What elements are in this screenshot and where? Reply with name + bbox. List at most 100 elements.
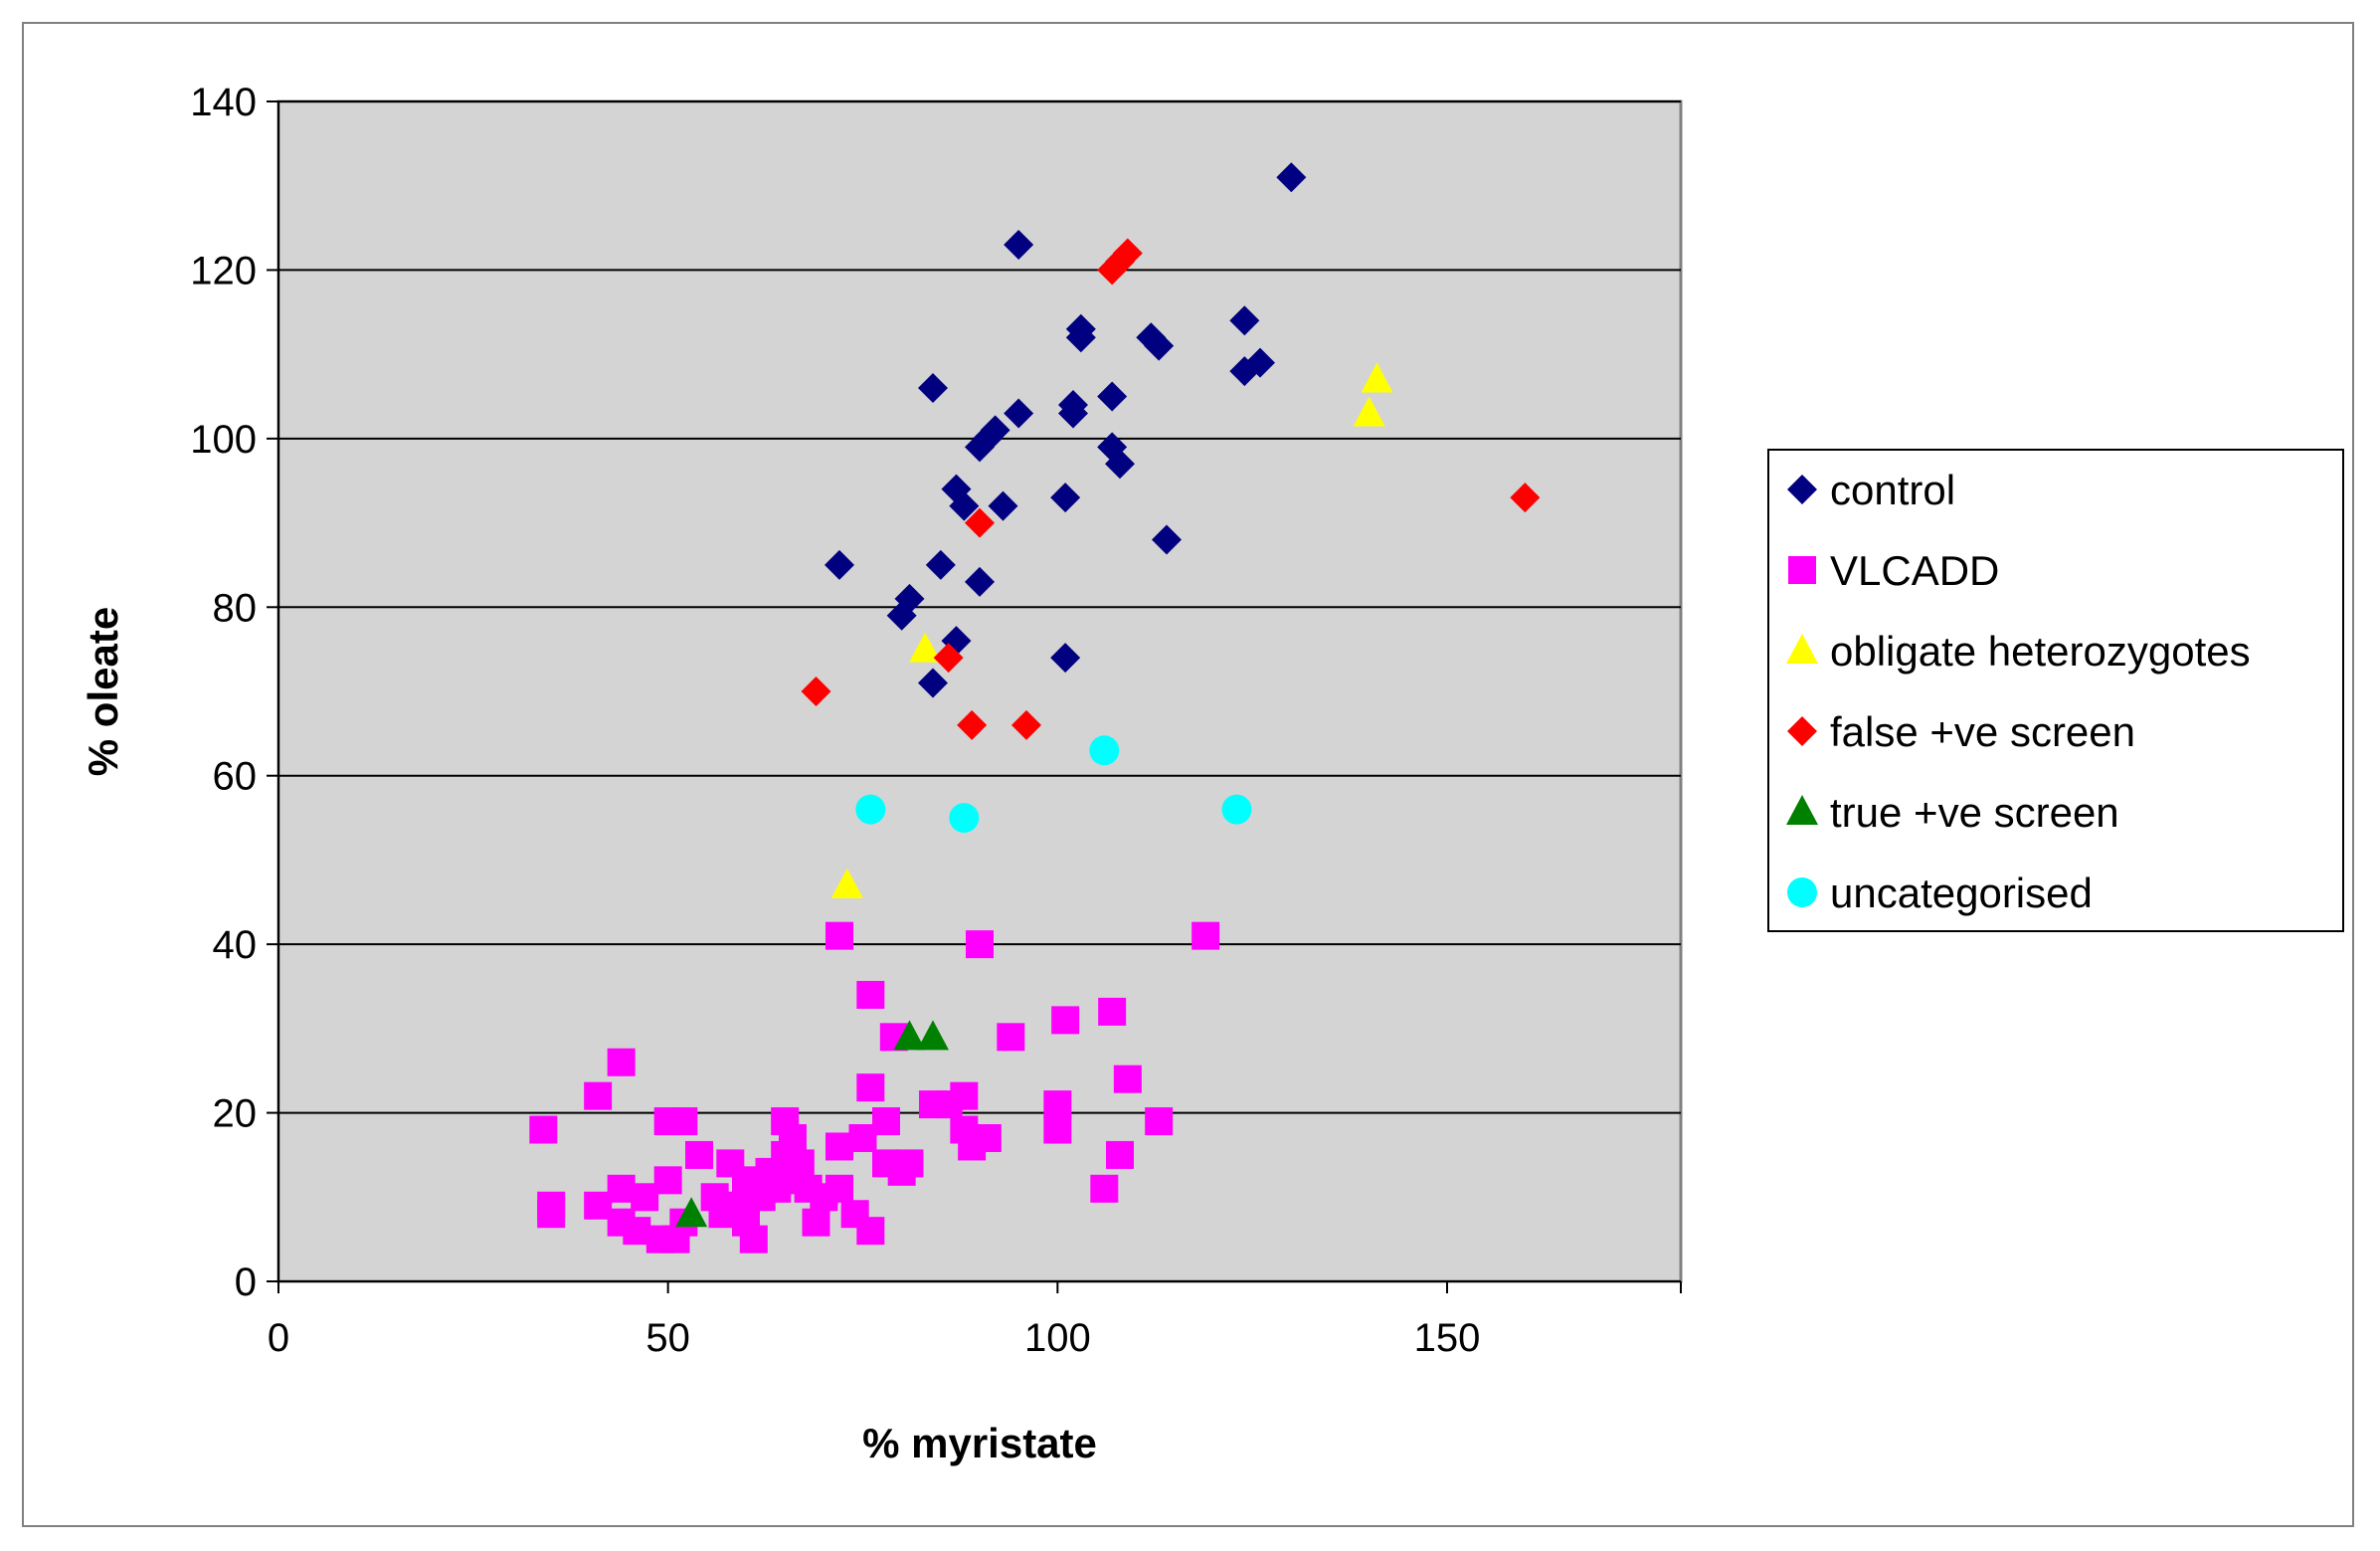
data-point-control: [824, 549, 854, 580]
data-point-uncategorised: [949, 803, 980, 834]
x-tick-label: 100: [1024, 1316, 1091, 1360]
data-point-false-ve-screen: [1112, 238, 1143, 269]
data-point-control: [894, 583, 925, 614]
y-tick-label: 100: [190, 418, 257, 462]
data-point-true-ve-screen: [893, 1020, 926, 1051]
data-point-vlcadd: [1043, 1090, 1072, 1119]
y-tick-label: 0: [235, 1260, 257, 1304]
axes: [267, 100, 1682, 1293]
legend-item-false-ve-screen: false +ve screen: [1787, 708, 2135, 755]
data-point-vlcadd: [997, 1023, 1025, 1052]
y-axis-title: % oleate: [80, 607, 126, 776]
data-point-obligate-heterozygotes: [1361, 362, 1393, 393]
legend-item-true-ve-screen: true +ve screen: [1786, 789, 2119, 836]
data-point-control: [1152, 524, 1182, 555]
legend-label-control: control: [1830, 467, 1955, 513]
data-point-false-ve-screen: [1510, 483, 1541, 513]
legend: control VLCADD obligate heterozygotes false…: [1767, 449, 2344, 932]
data-point-vlcadd: [607, 1048, 636, 1076]
y-tick-label: 40: [213, 923, 258, 967]
data-point-obligate-heterozygotes: [1353, 396, 1385, 427]
data-point-vlcadd: [856, 1217, 885, 1246]
legend-items: control VLCADD obligate heterozygotes false…: [1786, 467, 2251, 916]
data-point-uncategorised: [1089, 735, 1120, 766]
data-point-vlcadd: [623, 1217, 651, 1246]
series-false-ve-screen: [801, 238, 1541, 740]
y-tick-label: 60: [213, 755, 258, 799]
series-true-ve-screen: [675, 1020, 949, 1228]
plot-area: [276, 99, 1683, 1283]
data-point-uncategorised: [1221, 794, 1252, 825]
data-point-vlcadd: [631, 1183, 659, 1212]
data-point-control: [925, 549, 956, 580]
legend-label-obligate-heterozygotes: obligate heterozygotes: [1830, 628, 2251, 675]
legend-marker-vlcadd: [1788, 556, 1816, 584]
data-point-vlcadd: [848, 1123, 877, 1152]
data-point-false-ve-screen: [933, 643, 964, 674]
data-point-control: [1105, 449, 1135, 480]
data-point-control: [1050, 483, 1081, 513]
data-point-vlcadd: [895, 1149, 924, 1178]
data-point-vlcadd: [973, 1123, 1002, 1152]
data-point-vlcadd: [584, 1191, 613, 1220]
data-point-vlcadd: [1191, 921, 1220, 950]
legend-label-false-ve-screen: false +ve screen: [1830, 708, 2135, 755]
data-point-false-ve-screen: [801, 677, 831, 706]
data-point-uncategorised: [855, 794, 886, 825]
data-point-obligate-heterozygotes: [830, 868, 863, 898]
data-point-vlcadd: [1051, 1006, 1080, 1035]
data-point-false-ve-screen: [957, 709, 988, 740]
data-point-false-ve-screen: [1011, 709, 1041, 740]
data-point-control: [918, 668, 948, 698]
legend-item-obligate-heterozygotes: obligate heterozygotes: [1786, 628, 2251, 675]
data-point-vlcadd: [825, 921, 853, 950]
data-point-control: [1144, 330, 1175, 361]
y-tick-label: 20: [213, 1092, 258, 1136]
data-point-true-ve-screen: [917, 1020, 949, 1051]
data-point-vlcadd: [537, 1191, 566, 1220]
legend-marker-control: [1787, 475, 1817, 504]
data-point-vlcadd: [966, 930, 994, 959]
x-axis-title: % myristate: [862, 1420, 1097, 1466]
x-tick-label: 150: [1414, 1316, 1481, 1360]
x-tick-labels: 0 50 100 150: [268, 1316, 1481, 1360]
data-point-vlcadd: [1106, 1140, 1134, 1169]
data-point-vlcadd: [1098, 997, 1127, 1026]
data-point-control: [980, 415, 1010, 446]
data-point-control: [949, 490, 980, 521]
data-point-vlcadd: [584, 1081, 613, 1110]
data-point-control: [1004, 230, 1034, 261]
data-point-vlcadd: [872, 1107, 900, 1136]
legend-label-true-ve-screen: true +ve screen: [1830, 789, 2119, 836]
data-point-vlcadd: [856, 1073, 885, 1102]
legend-item-uncategorised: uncategorised: [1787, 870, 2093, 916]
series-control: [824, 162, 1307, 698]
data-point-vlcadd: [607, 1174, 636, 1203]
legend-item-vlcadd: VLCADD: [1788, 547, 1999, 594]
legend-marker-false-ve-screen: [1787, 716, 1817, 746]
y-tick-label: 80: [213, 586, 258, 630]
legend-box: [1767, 449, 2344, 932]
data-point-vlcadd: [685, 1140, 713, 1169]
series-uncategorised: [855, 735, 1252, 834]
data-point-vlcadd: [529, 1115, 558, 1144]
series-vlcadd: [529, 921, 1220, 1254]
legend-marker-obligate-heterozygotes: [1786, 634, 1818, 664]
data-point-vlcadd: [825, 1132, 853, 1161]
data-point-obligate-heterozygotes: [909, 632, 942, 663]
data-point-control: [1065, 313, 1096, 344]
y-tick-label: 140: [190, 81, 257, 124]
data-points: [529, 162, 1541, 1254]
data-point-vlcadd: [950, 1081, 979, 1110]
data-point-vlcadd: [1145, 1107, 1174, 1136]
legend-marker-true-ve-screen: [1786, 795, 1818, 825]
data-point-control: [1058, 389, 1088, 420]
data-point-vlcadd: [825, 1174, 853, 1203]
data-point-vlcadd: [1090, 1174, 1119, 1203]
data-point-control: [1276, 162, 1307, 193]
series-obligate-heterozygotes: [830, 362, 1393, 898]
data-point-control: [1050, 643, 1081, 674]
legend-label-uncategorised: uncategorised: [1830, 870, 2093, 916]
data-point-control: [918, 373, 948, 404]
data-point-false-ve-screen: [1105, 246, 1135, 277]
